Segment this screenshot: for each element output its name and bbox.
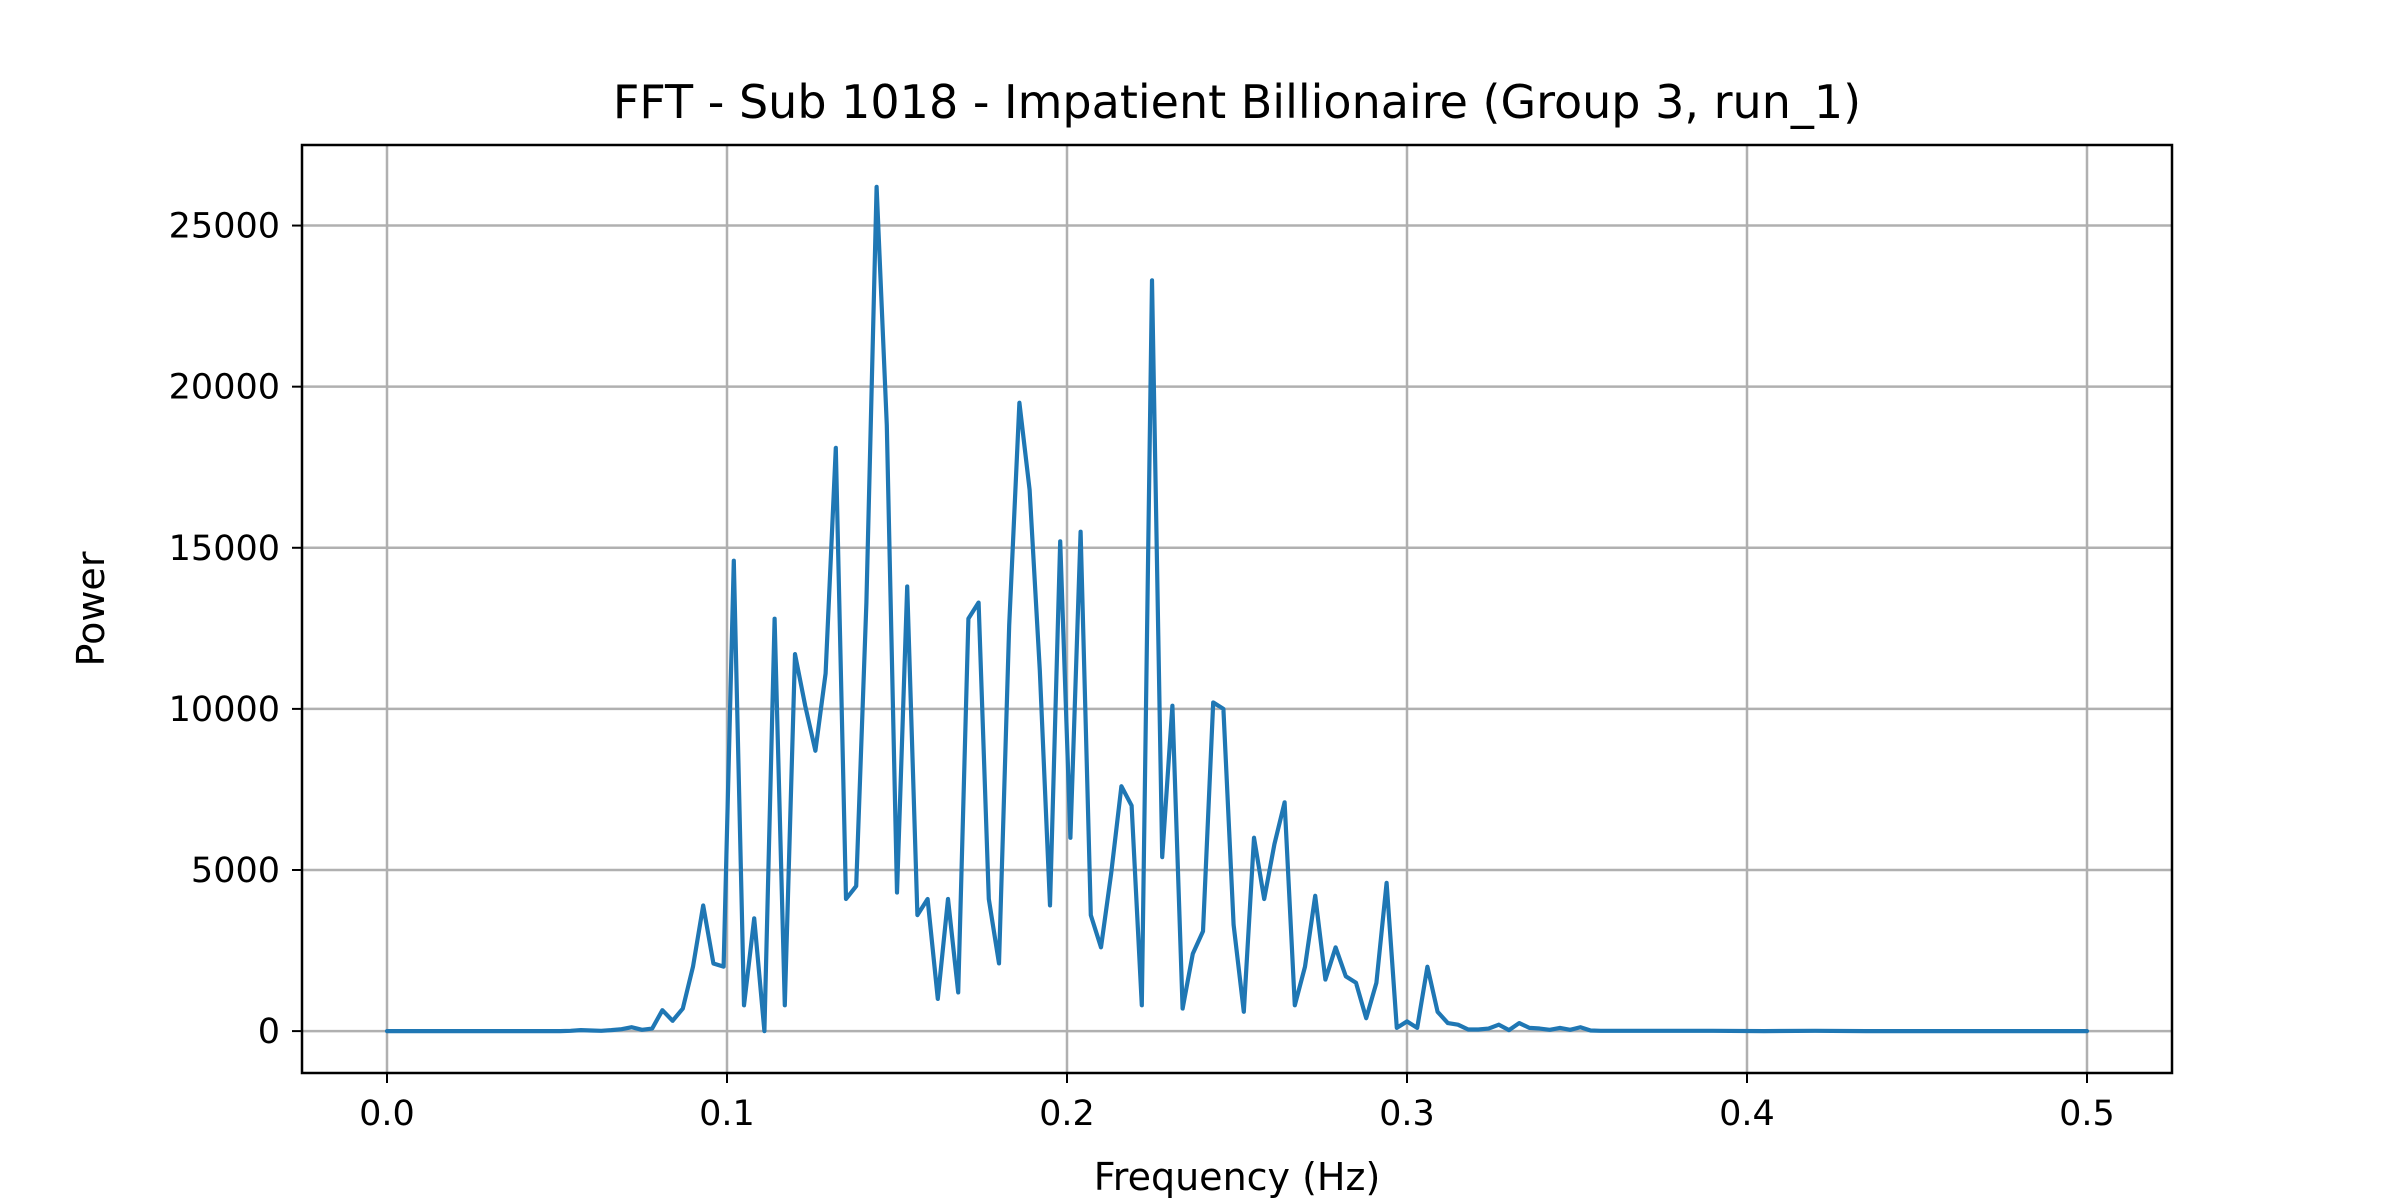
- y-tick-label: 5000: [191, 851, 280, 891]
- x-tick-label: 0.4: [1719, 1094, 1775, 1134]
- axis-ticks: 0.0 0.1 0.2 0.3 0.4 0.5 0 5000 10000 15000 20000 25…: [169, 207, 2115, 1134]
- plot-frame: [300, 143, 2174, 1075]
- chart-title: FFT - Sub 1018 - Impatient Billionaire (…: [613, 75, 1861, 129]
- x-axis-title: Frequency (Hz): [1094, 1155, 1381, 1199]
- y-tick-label: 25000: [169, 207, 280, 247]
- y-tick-label: 20000: [169, 368, 280, 408]
- x-tick-label: 0.3: [1379, 1094, 1435, 1134]
- y-tick-label: 0: [258, 1012, 280, 1052]
- grid: [302, 145, 2172, 1073]
- x-tick-label: 0.0: [359, 1094, 415, 1134]
- x-tick-label: 0.1: [699, 1094, 755, 1134]
- series-layer: [384, 184, 2090, 1034]
- y-axis-title: Power: [69, 551, 113, 666]
- x-tick-label: 0.2: [1039, 1094, 1095, 1134]
- y-tick-label: 15000: [169, 529, 280, 569]
- x-tick-label: 0.5: [2059, 1094, 2115, 1134]
- fft-power-line: [384, 184, 2090, 1034]
- y-tick-label: 10000: [169, 690, 280, 730]
